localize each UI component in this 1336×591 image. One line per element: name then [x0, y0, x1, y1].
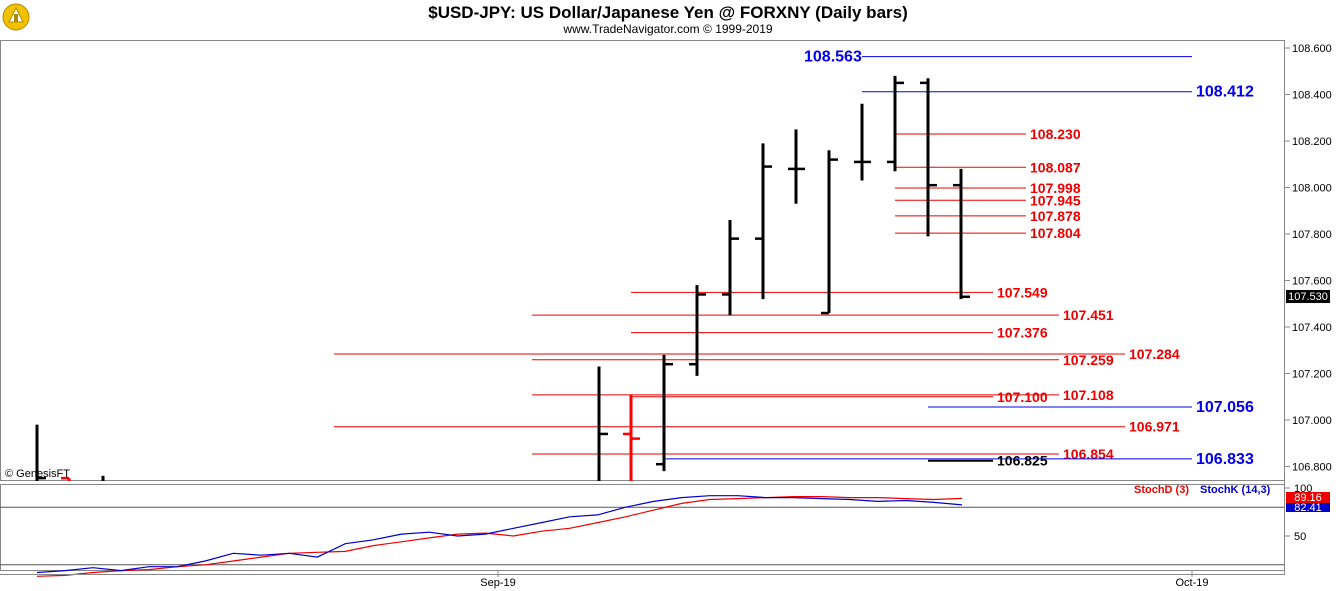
- level-label: 106.825: [997, 453, 1048, 469]
- level-label: 107.451: [1063, 307, 1114, 323]
- price-bars: [35, 75, 970, 481]
- stochd-value-label: 89.16: [1294, 492, 1322, 504]
- price-tick-label: 107.200: [1292, 369, 1332, 381]
- stochd-legend: StochD (3): [1134, 484, 1189, 496]
- ohlc-bar: [61, 476, 71, 481]
- price-tick-label: 107.000: [1292, 415, 1332, 427]
- support-resistance-levels: 108.563 108.412 108.230 108.087 107.998107.9…: [334, 49, 1254, 469]
- level-label: 106.971: [1129, 419, 1180, 435]
- level-label: 107.284: [1129, 346, 1180, 362]
- ohlc-bar: [35, 424, 46, 481]
- stochk-legend: StochK (14,3): [1200, 484, 1271, 496]
- stochk-value-label: 82.41: [1294, 502, 1322, 514]
- level-label: 107.998: [1030, 180, 1081, 196]
- watermark: © GenesisFT: [5, 468, 70, 480]
- price-tick-label: 107.800: [1292, 229, 1332, 241]
- date-tick-label: Sep-19: [480, 577, 515, 589]
- level-label: 108.412: [1196, 84, 1254, 101]
- level-label: 107.056: [1196, 399, 1254, 416]
- stochd-line: [36, 496, 963, 577]
- ohlc-bar: [597, 366, 608, 481]
- stochk-line: [36, 495, 963, 574]
- price-tick-label: 108.400: [1292, 90, 1332, 102]
- stoch-panel-frame: [0, 484, 1285, 571]
- ohlc-bar: [821, 150, 838, 315]
- price-tick-label: 106.800: [1292, 462, 1332, 474]
- level-label: 106.854: [1063, 446, 1114, 462]
- price-panel-frame: [0, 40, 1285, 481]
- level-label: 107.108: [1063, 387, 1114, 403]
- ohlc-bar: [953, 168, 970, 300]
- level-label: 107.878: [1030, 208, 1081, 224]
- ohlc-bar: [722, 220, 739, 316]
- date-tick-label: Oct-19: [1175, 577, 1208, 589]
- level-label: 106.833: [1196, 451, 1254, 468]
- level-label: 107.549: [997, 284, 1048, 300]
- ohlc-bar: [689, 285, 706, 376]
- level-label: 107.804: [1030, 225, 1081, 241]
- ohlc-bar: [656, 354, 673, 472]
- trade-navigator-logo-icon: [2, 3, 30, 31]
- chart-title: $USD-JPY: US Dollar/Japanese Yen @ FORXN…: [428, 3, 908, 22]
- ohlc-bar: [920, 78, 937, 237]
- level-label: 108.230: [1030, 126, 1081, 142]
- stochd-value-box: [1286, 492, 1330, 503]
- ohlc-bar: [623, 394, 640, 481]
- ohlc-bar: [854, 103, 871, 181]
- stoch-tick-label: 50: [1294, 531, 1306, 543]
- stochk-value-box: [1286, 503, 1330, 512]
- level-label: 108.563: [804, 49, 862, 66]
- level-label: 107.376: [997, 325, 1048, 341]
- price-tick-label: 108.600: [1292, 43, 1332, 55]
- date-axis: Sep-19 Oct-19: [0, 571, 1284, 589]
- last-price-label: 107.530: [1288, 291, 1328, 303]
- price-axis: 108.600 108.400 108.200 108.000 107.800 107.6…: [1284, 43, 1332, 474]
- price-tick-label: 108.000: [1292, 183, 1332, 195]
- level-label: 107.945: [1030, 192, 1081, 208]
- chart-subtitle: www.TradeNavigator.com © 1999-2019: [562, 22, 772, 36]
- price-tick-label: 107.600: [1292, 276, 1332, 288]
- ohlc-bar: [788, 129, 805, 204]
- price-tick-label: 108.200: [1292, 136, 1332, 148]
- price-tick-label: 107.400: [1292, 322, 1332, 334]
- level-label: 107.259: [1063, 352, 1114, 368]
- last-price-box: [1286, 290, 1330, 303]
- ohlc-bar: [755, 143, 772, 300]
- level-label: 107.100: [997, 389, 1048, 405]
- ohlc-bar: [887, 75, 904, 172]
- level-label: 108.087: [1030, 159, 1081, 175]
